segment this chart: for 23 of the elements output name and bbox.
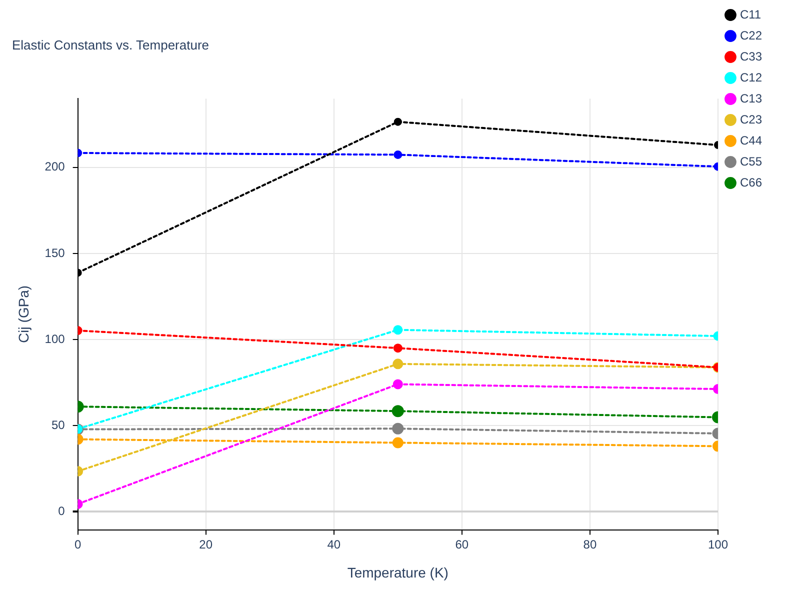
chart-title: Elastic Constants vs. Temperature — [12, 37, 210, 52]
legend-label: C44 — [740, 133, 762, 148]
legend-label: C33 — [740, 49, 762, 64]
y-axis-title: Cij (GPa) — [15, 285, 32, 343]
y-tick-label: 0 — [58, 504, 66, 518]
x-tick-label: 60 — [455, 537, 469, 552]
y-tick-label: 50 — [51, 418, 66, 432]
x-tick-label: 40 — [327, 537, 341, 552]
legend-label: C11 — [740, 7, 762, 22]
legend-label: C22 — [740, 28, 762, 42]
legend-label: C55 — [740, 154, 762, 168]
x-tick-label: 0 — [74, 537, 82, 552]
y-tick-label: 200 — [44, 160, 66, 174]
legend-label: C23 — [740, 112, 762, 126]
x-tick-label: 80 — [583, 537, 597, 552]
x-axis-title: Temperature (K) — [347, 564, 448, 580]
x-tick-label: 20 — [199, 537, 213, 552]
y-tick-label: 150 — [44, 246, 66, 260]
legend-label: C13 — [740, 91, 762, 106]
legend-label: C12 — [740, 70, 762, 84]
x-tick-label: 100 — [708, 537, 728, 552]
y-tick-label: 100 — [44, 332, 66, 346]
legend-label: C66 — [740, 175, 762, 190]
